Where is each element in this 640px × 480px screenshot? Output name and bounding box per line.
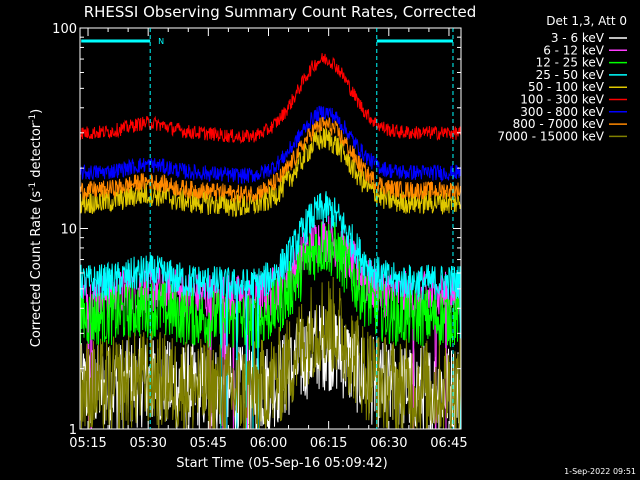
legend-header: Det 1,3, Att 0 [546, 14, 627, 28]
series-5 [79, 53, 462, 144]
x-tick-label-5: 06:30 [370, 436, 407, 451]
plot-data-layer [79, 53, 462, 430]
series-3 [79, 191, 462, 430]
series-line-5 [79, 53, 462, 144]
series-line-4 [79, 127, 462, 218]
x-tick-label-3: 06:00 [250, 436, 287, 451]
y-axis-label-part2: detector [29, 122, 44, 182]
legend-label-7: 800 - 7000 keV [513, 117, 605, 131]
series-line-2 [79, 222, 462, 350]
series-2 [79, 222, 462, 350]
legend-label-0: 3 - 6 keV [551, 31, 605, 45]
night-bar-label-0: N [158, 37, 164, 46]
legend-label-4: 50 - 100 keV [528, 80, 605, 94]
y-axis-label: Corrected Count Rate (s-1 detector-1) [28, 109, 44, 347]
x-tick-label-0: 05:15 [69, 436, 106, 451]
x-tick-label-4: 06:15 [310, 436, 347, 451]
y-axis-label-part1: Corrected Count Rate (s [29, 191, 44, 348]
legend-label-8: 7000 - 15000 keV [497, 129, 604, 143]
x-tick-label-6: 06:45 [430, 436, 467, 451]
y-axis-label-part3: ) [29, 109, 44, 114]
footer-timestamp: 1-Sep-2022 09:51 [564, 467, 636, 476]
x-tick-label-2: 05:45 [190, 436, 227, 451]
series-line-6 [79, 105, 462, 185]
y-tick-label-2: 100 [52, 22, 77, 37]
legend-label-6: 300 - 800 keV [520, 105, 604, 119]
axes-layer: N 05:15 05:30 05:45 06:00 06:15 06:30 06:45 1 10 1… [52, 22, 468, 451]
series-line-3 [79, 191, 462, 430]
y-axis-label-sup2: -1 [28, 114, 38, 123]
series-6 [79, 105, 462, 185]
x-tick-label-1: 05:30 [129, 436, 166, 451]
series-8 [79, 276, 462, 430]
series-4 [79, 127, 462, 218]
legend-label-1: 6 - 12 keV [543, 43, 605, 57]
y-axis-label-sup1: -1 [28, 182, 38, 191]
series-line-8 [79, 276, 462, 430]
legend-label-2: 12 - 25 keV [536, 56, 605, 70]
chart-title: RHESSI Observing Summary Count Rates, Co… [84, 3, 477, 21]
legend-label-3: 25 - 50 keV [536, 68, 605, 82]
y-tick-label-1: 10 [60, 223, 77, 238]
y-tick-label-0: 1 [69, 423, 77, 438]
series-line-7 [79, 116, 462, 203]
x-axis-label: Start Time (05-Sep-16 05:09:42) [176, 456, 387, 471]
series-7 [79, 116, 462, 203]
legend-label-5: 100 - 300 keV [520, 93, 604, 107]
